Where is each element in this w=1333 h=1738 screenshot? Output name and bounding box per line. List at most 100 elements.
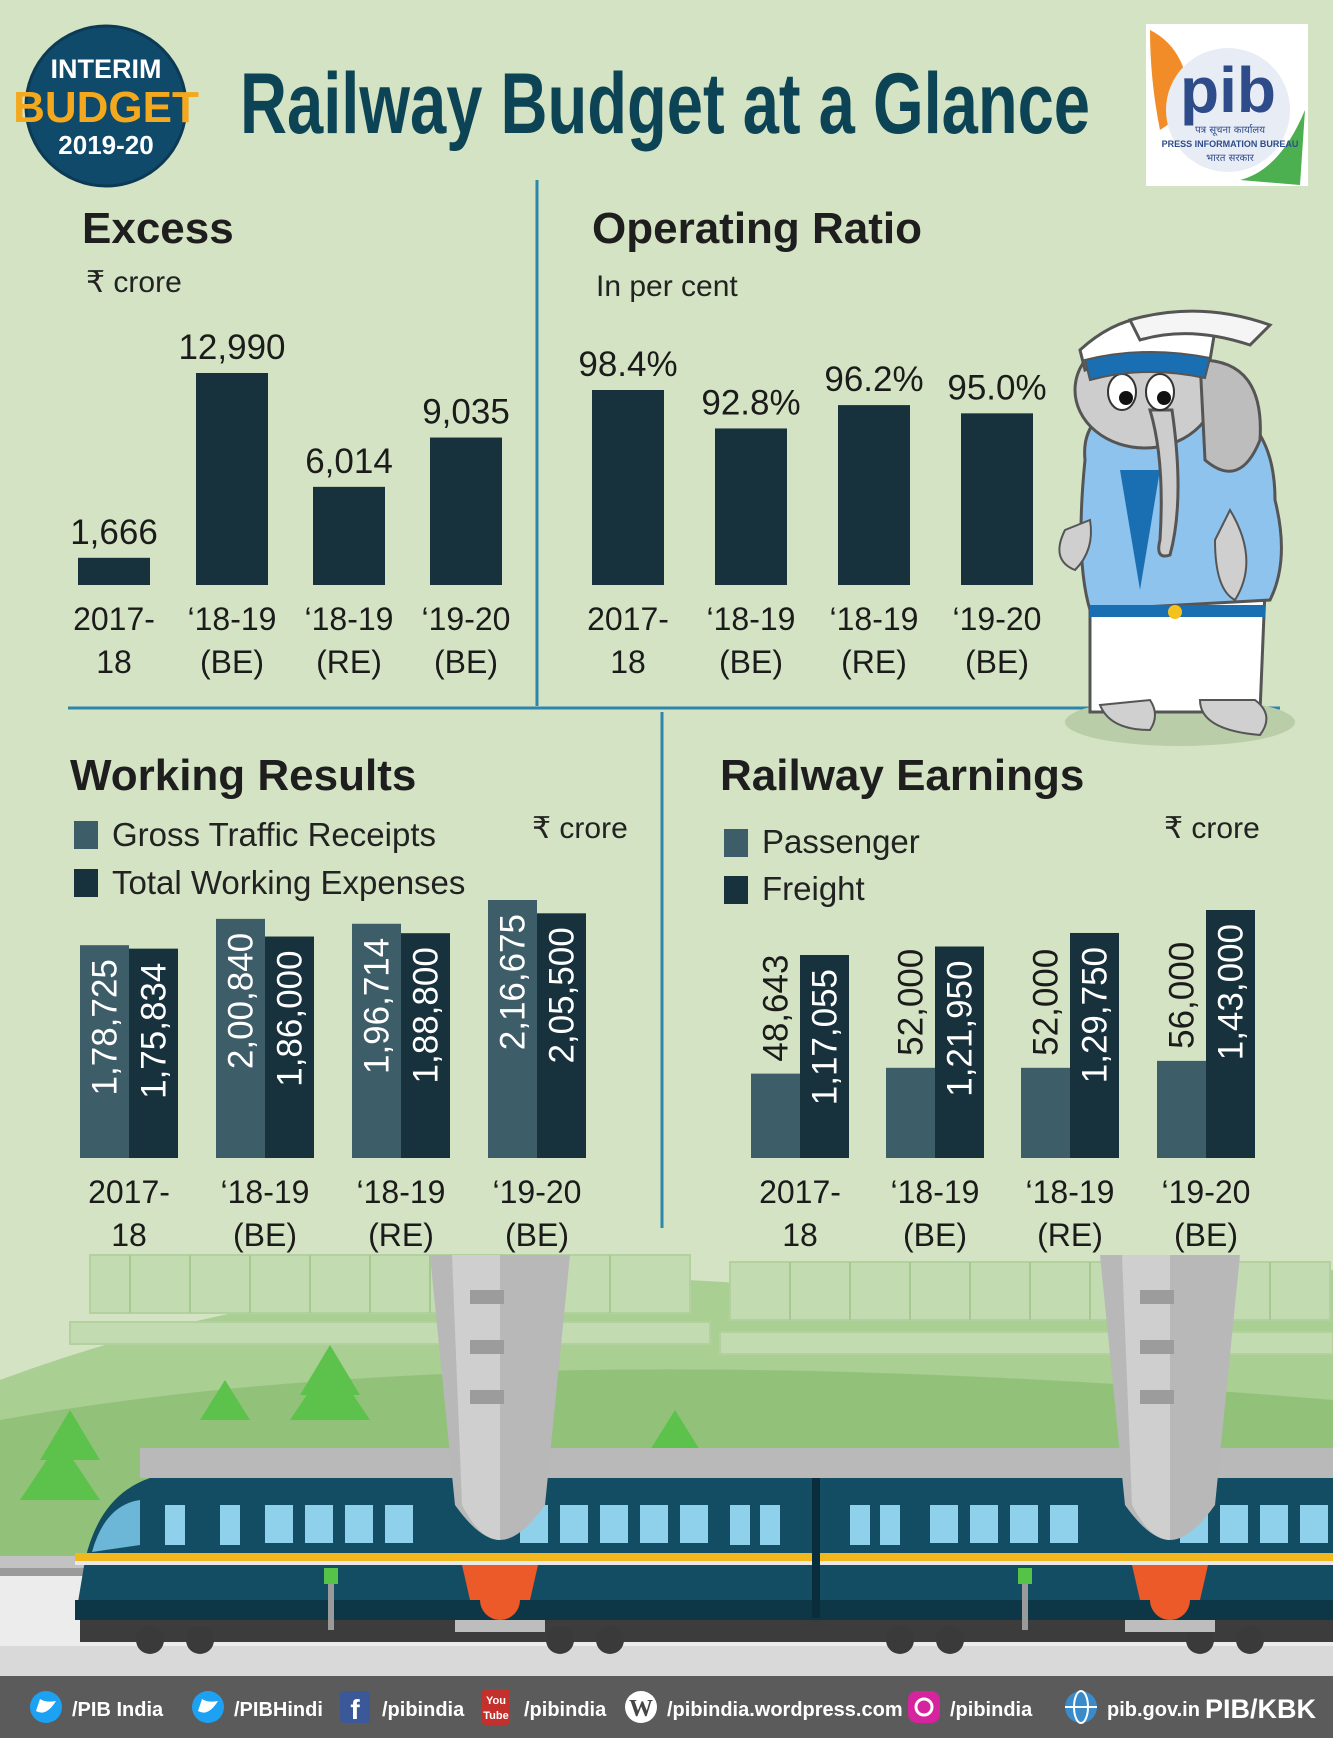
social-link-text[interactable]: /PIBHindi [234,1699,323,1721]
railway-earnings-chart: Railway Earnings Passenger Freight ₹ cro… [720,751,1260,1253]
railway-earnings-data-label: 1,17,055 [806,969,845,1105]
railway-earnings-data-label: 52,000 [1027,949,1066,1056]
excess-tick-label: ‘19-20 [422,601,511,637]
working-results-tick-label: (BE) [505,1217,569,1253]
excess-tick-label: 2017- [73,601,155,637]
twitter-icon[interactable] [30,1691,62,1723]
working-results-tick-label: ‘18-19 [357,1174,446,1210]
working-results-bar [265,936,314,1158]
pib-logo: pib पत्र सूचना कार्यालय PRESS INFORMATIO… [1146,24,1308,186]
working-results-bar [352,923,401,1158]
working-results-data-label: 1,88,800 [407,947,446,1083]
legend-label-total-working-expenses: Total Working Expenses [112,864,465,901]
legend-swatch-gross-traffic-receipts [74,821,98,849]
railway-earnings-data-label: 52,000 [892,949,931,1056]
excess-tick-label: (RE) [316,644,382,680]
social-link-text[interactable]: /pibindia [382,1699,465,1721]
railway-earnings-bar [1206,910,1255,1158]
railway-earnings-tick-label: ‘18-19 [1026,1174,1115,1210]
working-results-data-label: 1,96,714 [358,938,397,1074]
social-link-text[interactable]: /pibindia.wordpress.com [667,1699,903,1721]
working-results-data-label: 1,78,725 [86,959,125,1095]
railway-earnings-bar [800,954,849,1158]
train-illustration [75,1448,1333,1654]
railway-earnings-title: Railway Earnings [720,751,1084,800]
social-links: /PIB India/PIBHindi f/pibindia You Tube/pib… [30,1689,1200,1725]
working-results-data-label: 1,75,834 [135,963,174,1099]
section-dividers [68,180,1280,1228]
page-title: Railway Budget at a Glance [240,56,1090,152]
railway-earnings-tick-label: (RE) [1037,1217,1103,1253]
youtube-icon[interactable]: You Tube [482,1689,510,1725]
working-results-bar [401,933,450,1158]
excess-data-label: 12,990 [178,328,285,367]
operating-ratio-tick-label: ‘18-19 [830,601,919,637]
excess-tick-label: (BE) [200,644,264,680]
instagram-icon[interactable] [908,1691,940,1723]
operating-ratio-unit: In per cent [596,270,738,303]
operating-ratio-tick-label: 18 [610,644,646,680]
railway-earnings-tick-label: ‘19-20 [1162,1174,1251,1210]
pib-logo-line3: भारत सरकार [1206,153,1255,164]
working-results-data-label: 2,05,500 [543,927,582,1063]
railway-earnings-bar [886,1067,935,1158]
social-link-text[interactable]: /pibindia [524,1699,607,1721]
pib-logo-line1: पत्र सूचना कार्यालय [1195,124,1265,136]
legend-label-gross-traffic-receipts: Gross Traffic Receipts [112,816,436,853]
svg-text:You: You [486,1695,506,1707]
working-results-data-label: 1,86,000 [271,951,310,1087]
working-results-tick-label: ‘19-20 [493,1174,582,1210]
railway-earnings-data-label: 48,643 [757,955,796,1062]
working-results-title: Working Results [70,751,416,800]
working-results-bar [537,913,586,1158]
working-results-chart: Working Results Gross Traffic Receipts T… [70,751,628,1253]
railway-earnings-data-label: 56,000 [1163,942,1202,1049]
svg-text:Tube: Tube [483,1710,508,1722]
excess-tick-label: ‘18-19 [305,601,394,637]
railway-earnings-tick-label: 18 [782,1217,818,1253]
badge-line1: INTERIM [51,54,162,84]
operating-ratio-tick-label: ‘19-20 [953,601,1042,637]
pib-logo-line2: PRESS INFORMATION BUREAU [1162,139,1299,149]
railway-earnings-tick-label: 2017- [759,1174,841,1210]
wordpress-icon[interactable]: W [625,1691,657,1723]
social-link-text[interactable]: pib.gov.in [1107,1699,1200,1721]
facebook-icon[interactable]: f [340,1691,370,1725]
excess-data-label: 9,035 [422,393,510,432]
excess-tick-label: ‘18-19 [188,601,277,637]
railway-earnings-data-label: 1,21,950 [941,961,980,1097]
operating-ratio-bar [592,390,664,585]
badge-line3: 2019-20 [58,130,153,160]
operating-ratio-bar [715,428,787,585]
bridge-pillars [324,1255,1240,1632]
working-results-bar [129,948,178,1158]
operating-ratio-tick-label: 2017- [587,601,669,637]
interim-budget-badge: INTERIM BUDGET 2019-20 [13,24,199,188]
social-link-text[interactable]: /PIB India [72,1699,164,1721]
railway-earnings-bar [935,946,984,1158]
social-link-text[interactable]: /pibindia [950,1699,1033,1721]
working-results-tick-label: (RE) [368,1217,434,1253]
railway-earnings-bar [751,1073,800,1158]
legend-label-passenger: Passenger [762,823,920,860]
globe-icon[interactable] [1065,1690,1097,1724]
excess-bar [313,486,385,585]
operating-ratio-chart: Operating Ratio In per cent 98.4% 92.8% 96… [578,204,1046,680]
operating-ratio-bar [961,413,1033,585]
twitter-icon[interactable] [192,1691,224,1723]
working-results-bar [488,900,537,1158]
working-results-data-label: 2,00,840 [222,933,261,1069]
excess-chart: Excess ₹ crore 1,666 12,990 6,014 9,035 2017… [70,204,510,680]
operating-ratio-tick-label: (RE) [841,644,907,680]
railway-earnings-tick-label: (BE) [903,1217,967,1253]
excess-bar [78,557,150,585]
excess-unit: ₹ crore [86,266,182,299]
excess-data-label: 1,666 [70,513,158,552]
excess-bar [196,373,268,585]
legend-swatch-total-working-expenses [74,869,98,897]
excess-bar [430,437,502,585]
railway-earnings-bar [1157,1060,1206,1158]
footer-bar: /PIB India/PIBHindi f/pibindia You Tube/pib… [0,1676,1333,1738]
railway-earnings-unit: ₹ crore [1164,812,1260,845]
